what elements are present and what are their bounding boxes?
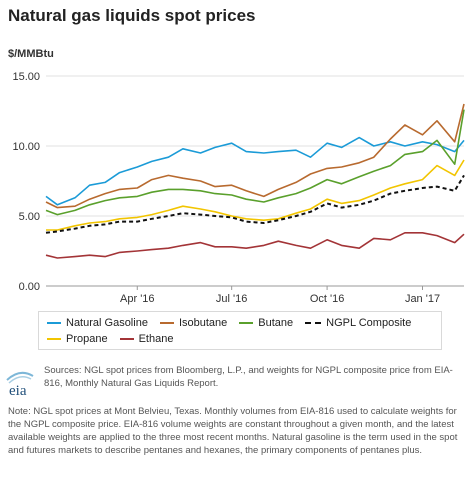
series-line-propane [46, 159, 465, 231]
eia-logo-icon: eia [6, 371, 34, 398]
x-tick-label: Oct '16 [310, 293, 345, 305]
x-tick-label: Apr '16 [120, 293, 155, 305]
legend-label: Propane [66, 333, 108, 345]
series-line-natural-gasoline [45, 136, 465, 206]
legend-item: Natural Gasoline [47, 317, 148, 329]
series-line-ngpl-composite [45, 174, 465, 234]
x-tick-label: Jul '16 [216, 293, 247, 305]
legend-item: Butane [239, 317, 293, 329]
legend-label: Natural Gasoline [66, 317, 148, 329]
y-tick-label: 15.00 [12, 71, 40, 83]
series-line-butane [45, 109, 465, 216]
eia-logo-text: eia [9, 383, 27, 398]
legend-row: Natural Gasoline Isobutane Butane NGPL Comp… [39, 315, 441, 331]
legend-label: Butane [258, 317, 294, 329]
legend-label: Isobutane [178, 317, 228, 329]
legend-swatch [159, 322, 174, 324]
chart-title: Natural gas liquids spot prices [8, 6, 256, 25]
legend-swatch [47, 322, 61, 324]
legend-swatch [239, 322, 254, 324]
legend-label: NGPL Composite [326, 317, 412, 329]
legend-item: Isobutane [159, 317, 228, 329]
legend-swatch [305, 322, 322, 324]
legend-item: Ethane [119, 333, 174, 345]
legend-label: Ethane [138, 333, 174, 345]
note-text: Note: NGL spot prices at Mont Belvieu, T… [8, 406, 458, 456]
legend-item: Propane [47, 333, 108, 345]
legend-swatch [47, 338, 61, 340]
y-tick-label: 5.00 [19, 211, 40, 223]
legend-swatch [119, 338, 134, 340]
series-line-isobutane [45, 103, 465, 209]
series-line-ethane [45, 232, 465, 259]
legend-item: NGPL Composite [305, 317, 411, 329]
x-tick-label: Jan '17 [405, 293, 440, 305]
y-tick-label: 0.00 [19, 281, 40, 293]
line-chart: 0.00 5.00 10.00 15.00 Apr '16 Jul '16 Oct '16 J… [12, 71, 465, 305]
y-axis-units: $/MMBtu [8, 48, 54, 60]
source-text: Sources: NGL spot prices from Bloomberg,… [44, 365, 453, 389]
y-tick-label: 10.00 [12, 141, 40, 153]
legend-row: Propane Ethane [39, 331, 441, 347]
chart-legend: Natural Gasoline Isobutane Butane NGPL Comp… [38, 311, 442, 350]
